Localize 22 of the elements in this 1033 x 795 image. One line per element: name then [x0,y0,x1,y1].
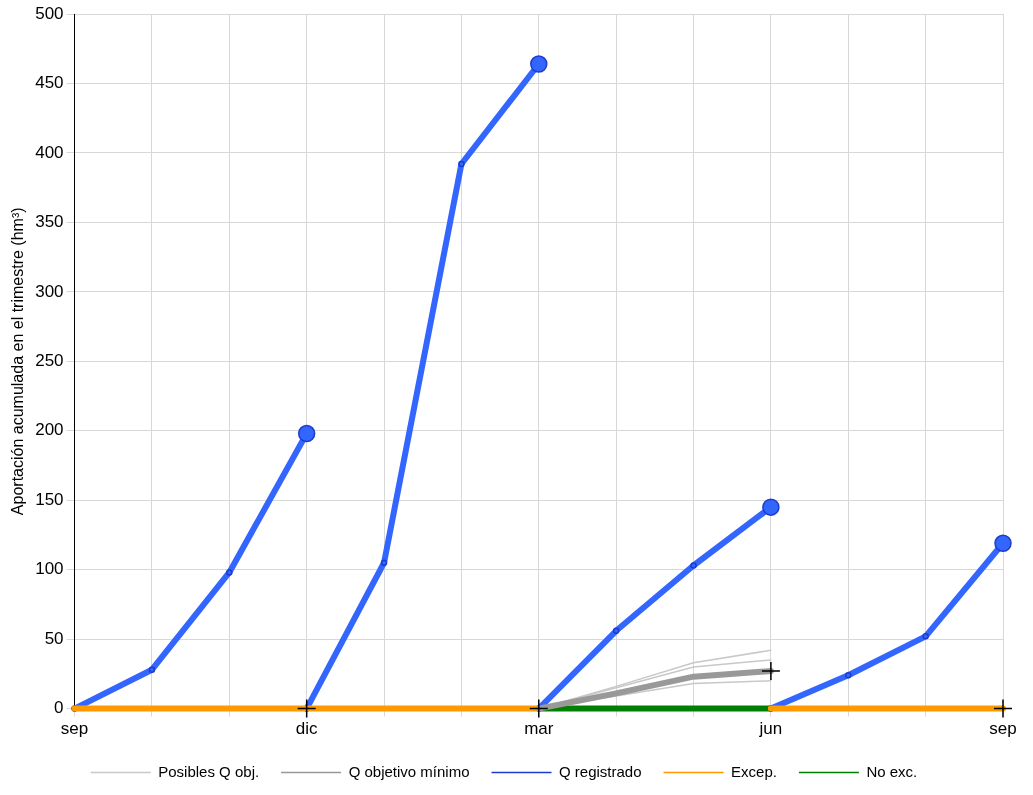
legend-label: Excep. [731,762,777,780]
y-tick-label: 200 [35,420,64,440]
y-tick-label: 450 [35,73,64,93]
y-tick-label: 400 [35,142,64,162]
y-tick-label: 150 [35,489,64,509]
y-tick-label: 350 [35,212,64,232]
x-tick-label: sep [60,719,89,739]
x-tick-label: jun [758,719,783,739]
legend-label: Q objetivo mínimo [348,762,470,780]
y-tick-label: 300 [35,281,64,301]
y-tick-label: 100 [35,559,64,579]
y-tick-label: 50 [44,628,64,648]
legend-label: Posibles Q obj. [158,762,260,780]
y-tick-label: 500 [35,3,64,23]
legend-label: No exc. [866,762,918,780]
x-tick-label: sep [989,719,1017,739]
x-tick-label: mar [524,719,554,739]
y-axis-title: Aportación acumulada en el trimestre (hm³) [9,207,27,516]
legend-label: Q registrado [559,762,642,780]
y-tick-label: 250 [35,350,64,370]
y-tick-label: 0 [54,698,64,718]
x-tick-label: dic [295,719,319,739]
